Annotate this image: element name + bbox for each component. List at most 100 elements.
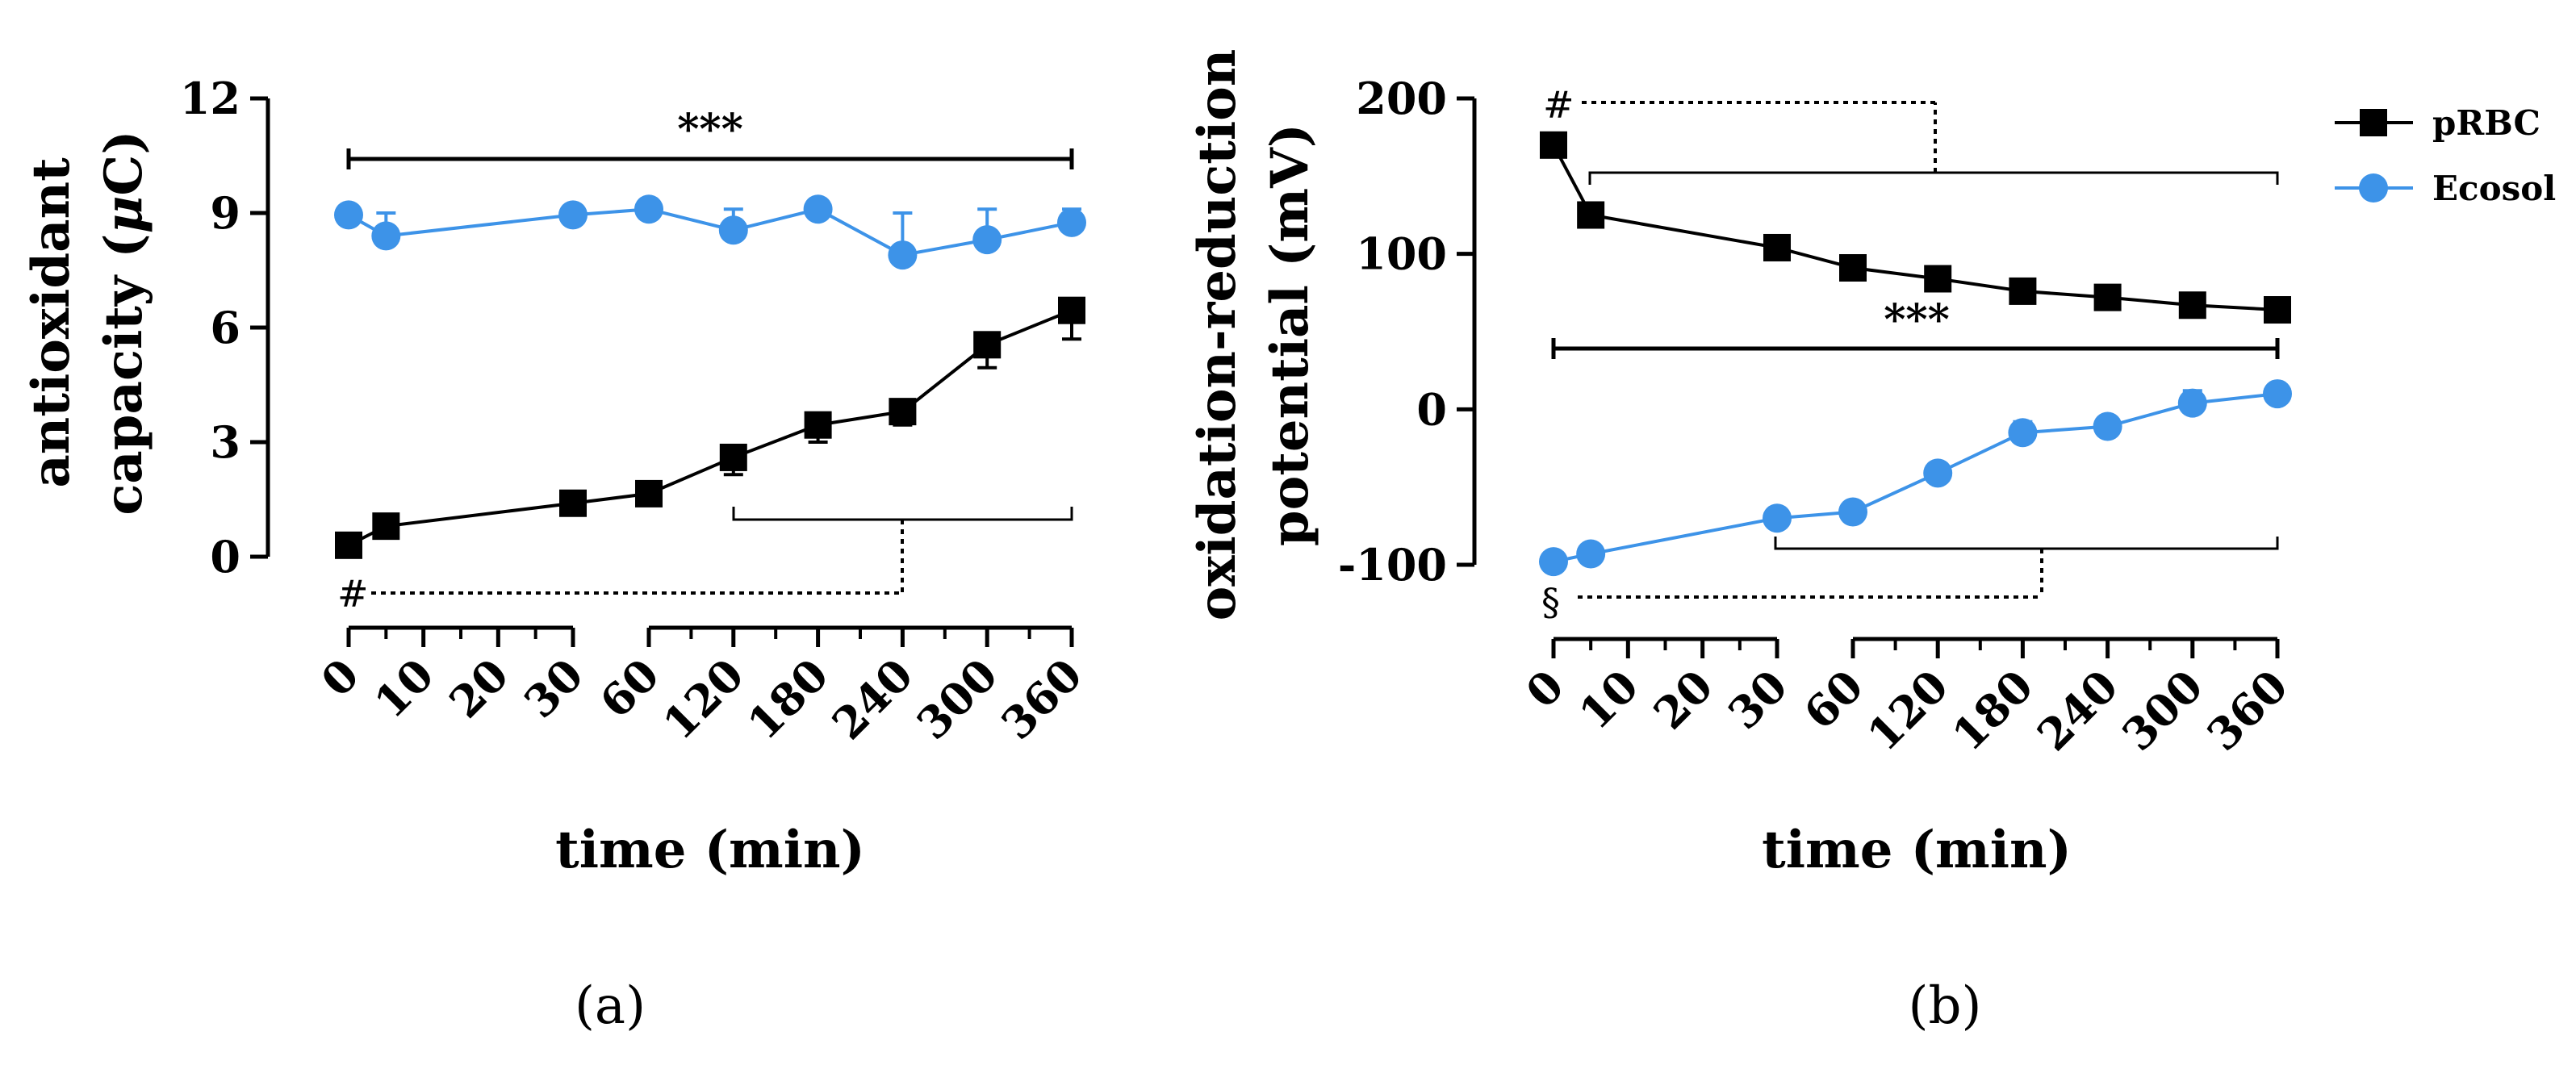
- b-y-tick-label-3: 200: [1356, 73, 1447, 124]
- panel-b-hash-mark: #: [1543, 83, 1574, 127]
- b-y-tick-label-1: 0: [1416, 383, 1447, 435]
- b-ecosol-point-4: [1923, 458, 1953, 488]
- b-prbc-point-2: [1763, 233, 1791, 261]
- b-ecosol-point-6: [2093, 411, 2122, 441]
- b-x-tick-label-8: 300: [2112, 660, 2213, 761]
- panel-a-y-label-mu: μ: [94, 196, 154, 234]
- a-ecosol-line: [348, 207, 1073, 257]
- panel-a-data-marks: [334, 194, 1086, 559]
- a-prbc-point-2: [559, 489, 587, 517]
- a-x-tick-label-3: 30: [514, 649, 593, 728]
- b-prbc-point-4: [1924, 265, 1952, 293]
- b-x-tick-label-1: 10: [1569, 660, 1648, 739]
- a-x-tick-label-9: 360: [991, 649, 1092, 750]
- panel-b-label: (b): [1909, 976, 1982, 1036]
- a-x-tick-label-7: 240: [822, 649, 923, 750]
- b-x-tick-label-3: 30: [1718, 660, 1797, 739]
- b-prbc-point-3: [1839, 254, 1867, 282]
- a-x-tick-label-6: 180: [738, 649, 838, 750]
- panel-a-hash-mark: #: [337, 572, 369, 616]
- b-ecosol-point-2: [1763, 503, 1792, 533]
- b-ecosol-point-7: [2177, 388, 2207, 418]
- a-prbc-point-3: [635, 479, 663, 507]
- panel-a-y-ticks: 0 3 6 9 12: [180, 73, 268, 583]
- panel-a-y-label-line2: capacity (μC): [94, 130, 154, 515]
- panel-a-y-label-prefix: capacity (: [94, 233, 154, 515]
- a-y-tick-label-3: 9: [210, 187, 240, 239]
- panel-b-data-marks: [1539, 131, 2292, 577]
- panel-a-y-label-suffix: C): [94, 130, 154, 195]
- a-ecosol-point-1: [371, 221, 401, 251]
- a-ecosol-point-0: [334, 200, 363, 230]
- b-ecosol-point-0: [1539, 547, 1568, 577]
- panel-a-x-label: time (min): [555, 820, 865, 880]
- a-ecosol-point-6: [888, 240, 918, 270]
- a-prbc-point-6: [889, 398, 917, 426]
- b-x-tick-label-5: 120: [1857, 660, 1958, 761]
- a-x-tick-label-5: 120: [653, 649, 754, 750]
- b-y-tick-label-0: -100: [1338, 539, 1447, 591]
- b-prbc-point-1: [1577, 201, 1605, 229]
- b-prbc-point-8: [2264, 296, 2291, 324]
- panel-a-label: (a): [575, 976, 646, 1036]
- a-y-tick-label-0: 0: [210, 531, 240, 583]
- a-y-tick-label-4: 12: [180, 73, 240, 124]
- panel-b-section-mark: §: [1541, 580, 1560, 624]
- b-ecosol-point-1: [1576, 539, 1606, 569]
- b-prbc-point-7: [2178, 291, 2206, 320]
- a-x-tick-label-1: 10: [364, 649, 443, 728]
- panel-b-series: [1552, 144, 2278, 564]
- a-x-tick-label-2: 20: [439, 649, 518, 728]
- a-y-tick-label-2: 6: [210, 302, 240, 353]
- b-x-tick-label-2: 20: [1643, 660, 1722, 739]
- a-prbc-point-8: [1058, 296, 1085, 324]
- panel-b-x-label: time (min): [1762, 820, 2072, 880]
- b-ecosol-point-3: [1838, 497, 1867, 527]
- panel-b-lower-bracket: [1774, 537, 2279, 550]
- b-prbc-point-5: [2009, 277, 2037, 305]
- b-ecosol-point-8: [2263, 379, 2292, 409]
- b-prbc-point-0: [1540, 131, 1567, 159]
- panel-a-lower-bracket: [732, 507, 1073, 521]
- a-prbc-point-1: [372, 512, 400, 541]
- b-x-tick-label-9: 360: [2197, 660, 2298, 761]
- a-prbc-point-7: [973, 331, 1002, 359]
- panel-b-middle-significance: ***: [1884, 295, 1950, 345]
- a-x-tick-label-0: 0: [311, 649, 369, 707]
- panel-a-series: [348, 207, 1073, 547]
- a-prbc-line: [348, 308, 1073, 547]
- a-x-tick-label-8: 300: [906, 649, 1007, 750]
- a-ecosol-point-4: [718, 215, 748, 245]
- legend-prbc-label: pRBC: [2432, 103, 2540, 143]
- b-x-tick-label-0: 0: [1516, 660, 1574, 718]
- panel-b-y-label-line2: potential (mV): [1260, 123, 1320, 546]
- panel-b-y-ticks: -100 0 100 200: [1338, 73, 1474, 591]
- b-ecosol-point-5: [2008, 418, 2038, 448]
- b-x-tick-label-6: 180: [1942, 660, 2043, 761]
- a-ecosol-point-2: [558, 200, 588, 230]
- a-ecosol-point-3: [634, 194, 663, 224]
- a-y-tick-label-1: 3: [210, 416, 240, 468]
- panel-b-chart: oxidation-reduction potential (mV) -100 0…: [1187, 49, 2298, 1036]
- legend: pRBC Ecosol: [2335, 103, 2556, 208]
- a-prbc-point-4: [719, 443, 747, 471]
- b-ecosol-line: [1553, 392, 2278, 564]
- b-prbc-point-6: [2093, 283, 2122, 311]
- panel-b-top-bracket: [1588, 171, 2279, 185]
- panel-a-top-significance: ***: [677, 105, 743, 154]
- a-prbc-point-0: [335, 531, 362, 559]
- panel-a-y-label-line1: antioxidant: [21, 157, 82, 488]
- a-prbc-point-5: [804, 411, 832, 439]
- a-ecosol-point-8: [1057, 207, 1086, 237]
- b-prbc-line: [1552, 144, 2278, 312]
- b-y-tick-label-2: 100: [1356, 228, 1447, 280]
- a-ecosol-point-5: [803, 194, 833, 224]
- a-ecosol-point-7: [972, 225, 1002, 255]
- legend-ecosol-label: Ecosol: [2432, 169, 2556, 208]
- legend-prbc-marker: [2360, 109, 2387, 136]
- panel-b-y-label-line1: oxidation-reduction: [1187, 49, 1248, 621]
